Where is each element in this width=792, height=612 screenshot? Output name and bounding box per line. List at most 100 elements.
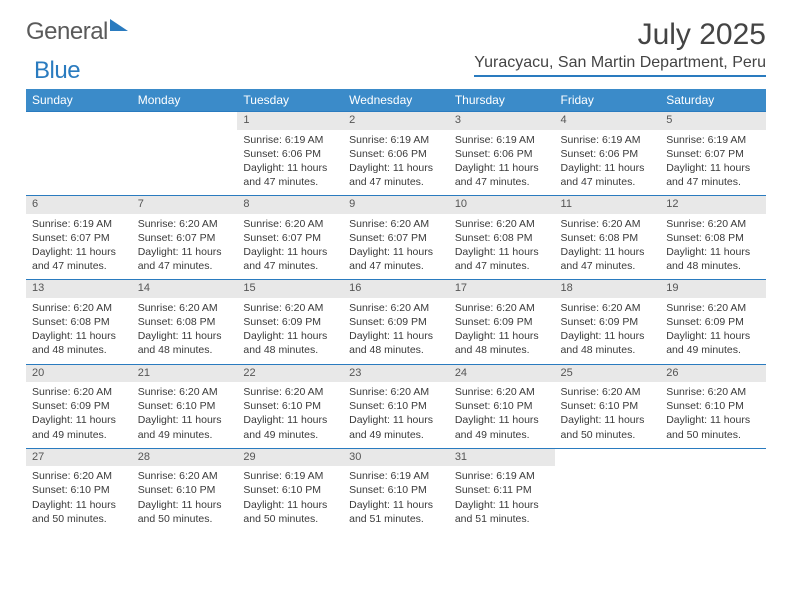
day-number-row: 6789101112 [26, 196, 766, 214]
day-number-cell: 28 [132, 448, 238, 466]
day-content-row: Sunrise: 6:20 AMSunset: 6:09 PMDaylight:… [26, 382, 766, 448]
day-content-row: Sunrise: 6:19 AMSunset: 6:06 PMDaylight:… [26, 130, 766, 196]
day-content-cell: Sunrise: 6:20 AMSunset: 6:10 PMDaylight:… [555, 382, 661, 448]
day-number-cell: 18 [555, 280, 661, 298]
day-number-cell: 6 [26, 196, 132, 214]
day-content-cell: Sunrise: 6:19 AMSunset: 6:10 PMDaylight:… [343, 466, 449, 532]
sunset-text: Sunset: 6:07 PM [138, 231, 232, 245]
sunrise-text: Sunrise: 6:20 AM [243, 301, 337, 315]
daylight-text: Daylight: 11 hours and 47 minutes. [138, 245, 232, 273]
day-content-cell: Sunrise: 6:19 AMSunset: 6:06 PMDaylight:… [237, 130, 343, 196]
sunset-text: Sunset: 6:06 PM [243, 147, 337, 161]
sunset-text: Sunset: 6:10 PM [455, 399, 549, 413]
sunrise-text: Sunrise: 6:20 AM [138, 301, 232, 315]
day-content-row: Sunrise: 6:20 AMSunset: 6:08 PMDaylight:… [26, 298, 766, 364]
day-content-cell: Sunrise: 6:20 AMSunset: 6:09 PMDaylight:… [555, 298, 661, 364]
sunset-text: Sunset: 6:10 PM [138, 483, 232, 497]
sunrise-text: Sunrise: 6:20 AM [666, 385, 760, 399]
sunset-text: Sunset: 6:10 PM [349, 399, 443, 413]
logo-word2: Blue [34, 57, 80, 85]
sunrise-text: Sunrise: 6:20 AM [32, 385, 126, 399]
day-content-cell: Sunrise: 6:20 AMSunset: 6:10 PMDaylight:… [26, 466, 132, 532]
day-content-cell: Sunrise: 6:20 AMSunset: 6:09 PMDaylight:… [237, 298, 343, 364]
day-number-cell: 26 [660, 364, 766, 382]
sunrise-text: Sunrise: 6:19 AM [455, 469, 549, 483]
day-content-cell [555, 466, 661, 532]
day-number-cell: 30 [343, 448, 449, 466]
sunrise-text: Sunrise: 6:19 AM [561, 133, 655, 147]
sunrise-text: Sunrise: 6:20 AM [349, 385, 443, 399]
day-content-cell: Sunrise: 6:20 AMSunset: 6:08 PMDaylight:… [660, 214, 766, 280]
day-number-row: 2728293031 [26, 448, 766, 466]
calendar-table: SundayMondayTuesdayWednesdayThursdayFrid… [26, 89, 766, 532]
weekday-header: Thursday [449, 89, 555, 112]
day-number-cell [555, 448, 661, 466]
day-number-cell: 7 [132, 196, 238, 214]
sunrise-text: Sunrise: 6:19 AM [666, 133, 760, 147]
day-content-cell [660, 466, 766, 532]
day-content-row: Sunrise: 6:19 AMSunset: 6:07 PMDaylight:… [26, 214, 766, 280]
daylight-text: Daylight: 11 hours and 48 minutes. [666, 245, 760, 273]
day-content-cell: Sunrise: 6:20 AMSunset: 6:10 PMDaylight:… [132, 466, 238, 532]
sunset-text: Sunset: 6:10 PM [243, 399, 337, 413]
day-number-cell: 9 [343, 196, 449, 214]
weekday-header: Wednesday [343, 89, 449, 112]
daylight-text: Daylight: 11 hours and 50 minutes. [561, 413, 655, 441]
sunrise-text: Sunrise: 6:19 AM [243, 133, 337, 147]
daylight-text: Daylight: 11 hours and 47 minutes. [349, 245, 443, 273]
sunrise-text: Sunrise: 6:20 AM [349, 301, 443, 315]
sunrise-text: Sunrise: 6:20 AM [455, 385, 549, 399]
day-number-cell: 1 [237, 112, 343, 130]
daylight-text: Daylight: 11 hours and 47 minutes. [455, 245, 549, 273]
day-content-cell: Sunrise: 6:20 AMSunset: 6:10 PMDaylight:… [343, 382, 449, 448]
day-number-cell: 29 [237, 448, 343, 466]
day-content-cell: Sunrise: 6:20 AMSunset: 6:07 PMDaylight:… [237, 214, 343, 280]
day-content-cell: Sunrise: 6:19 AMSunset: 6:06 PMDaylight:… [555, 130, 661, 196]
sunrise-text: Sunrise: 6:20 AM [32, 301, 126, 315]
sunrise-text: Sunrise: 6:20 AM [349, 217, 443, 231]
day-number-cell: 20 [26, 364, 132, 382]
day-number-row: 12345 [26, 112, 766, 130]
day-number-cell: 12 [660, 196, 766, 214]
daylight-text: Daylight: 11 hours and 47 minutes. [666, 161, 760, 189]
daylight-text: Daylight: 11 hours and 48 minutes. [349, 329, 443, 357]
weekday-header: Saturday [660, 89, 766, 112]
sunset-text: Sunset: 6:07 PM [349, 231, 443, 245]
sunset-text: Sunset: 6:08 PM [561, 231, 655, 245]
sunset-text: Sunset: 6:10 PM [666, 399, 760, 413]
month-title: July 2025 [474, 18, 766, 52]
daylight-text: Daylight: 11 hours and 50 minutes. [138, 498, 232, 526]
day-content-cell: Sunrise: 6:19 AMSunset: 6:06 PMDaylight:… [343, 130, 449, 196]
daylight-text: Daylight: 11 hours and 48 minutes. [455, 329, 549, 357]
sunrise-text: Sunrise: 6:20 AM [243, 217, 337, 231]
day-content-cell: Sunrise: 6:20 AMSunset: 6:09 PMDaylight:… [343, 298, 449, 364]
sunset-text: Sunset: 6:10 PM [32, 483, 126, 497]
day-content-cell: Sunrise: 6:20 AMSunset: 6:10 PMDaylight:… [237, 382, 343, 448]
day-number-cell: 15 [237, 280, 343, 298]
daylight-text: Daylight: 11 hours and 49 minutes. [455, 413, 549, 441]
sunrise-text: Sunrise: 6:20 AM [561, 385, 655, 399]
sunrise-text: Sunrise: 6:20 AM [455, 301, 549, 315]
sunrise-text: Sunrise: 6:20 AM [138, 469, 232, 483]
day-content-cell: Sunrise: 6:20 AMSunset: 6:08 PMDaylight:… [132, 298, 238, 364]
daylight-text: Daylight: 11 hours and 47 minutes. [561, 245, 655, 273]
day-number-cell: 13 [26, 280, 132, 298]
daylight-text: Daylight: 11 hours and 49 minutes. [243, 413, 337, 441]
sunset-text: Sunset: 6:08 PM [666, 231, 760, 245]
daylight-text: Daylight: 11 hours and 47 minutes. [455, 161, 549, 189]
day-content-cell: Sunrise: 6:19 AMSunset: 6:07 PMDaylight:… [26, 214, 132, 280]
sunrise-text: Sunrise: 6:20 AM [666, 301, 760, 315]
daylight-text: Daylight: 11 hours and 48 minutes. [32, 329, 126, 357]
sunset-text: Sunset: 6:10 PM [561, 399, 655, 413]
day-number-cell: 17 [449, 280, 555, 298]
day-content-cell: Sunrise: 6:20 AMSunset: 6:09 PMDaylight:… [660, 298, 766, 364]
daylight-text: Daylight: 11 hours and 49 minutes. [138, 413, 232, 441]
sunrise-text: Sunrise: 6:20 AM [138, 385, 232, 399]
day-number-cell: 8 [237, 196, 343, 214]
sunrise-text: Sunrise: 6:19 AM [349, 469, 443, 483]
daylight-text: Daylight: 11 hours and 51 minutes. [455, 498, 549, 526]
day-number-cell: 23 [343, 364, 449, 382]
day-number-cell: 25 [555, 364, 661, 382]
day-number-row: 13141516171819 [26, 280, 766, 298]
daylight-text: Daylight: 11 hours and 49 minutes. [349, 413, 443, 441]
